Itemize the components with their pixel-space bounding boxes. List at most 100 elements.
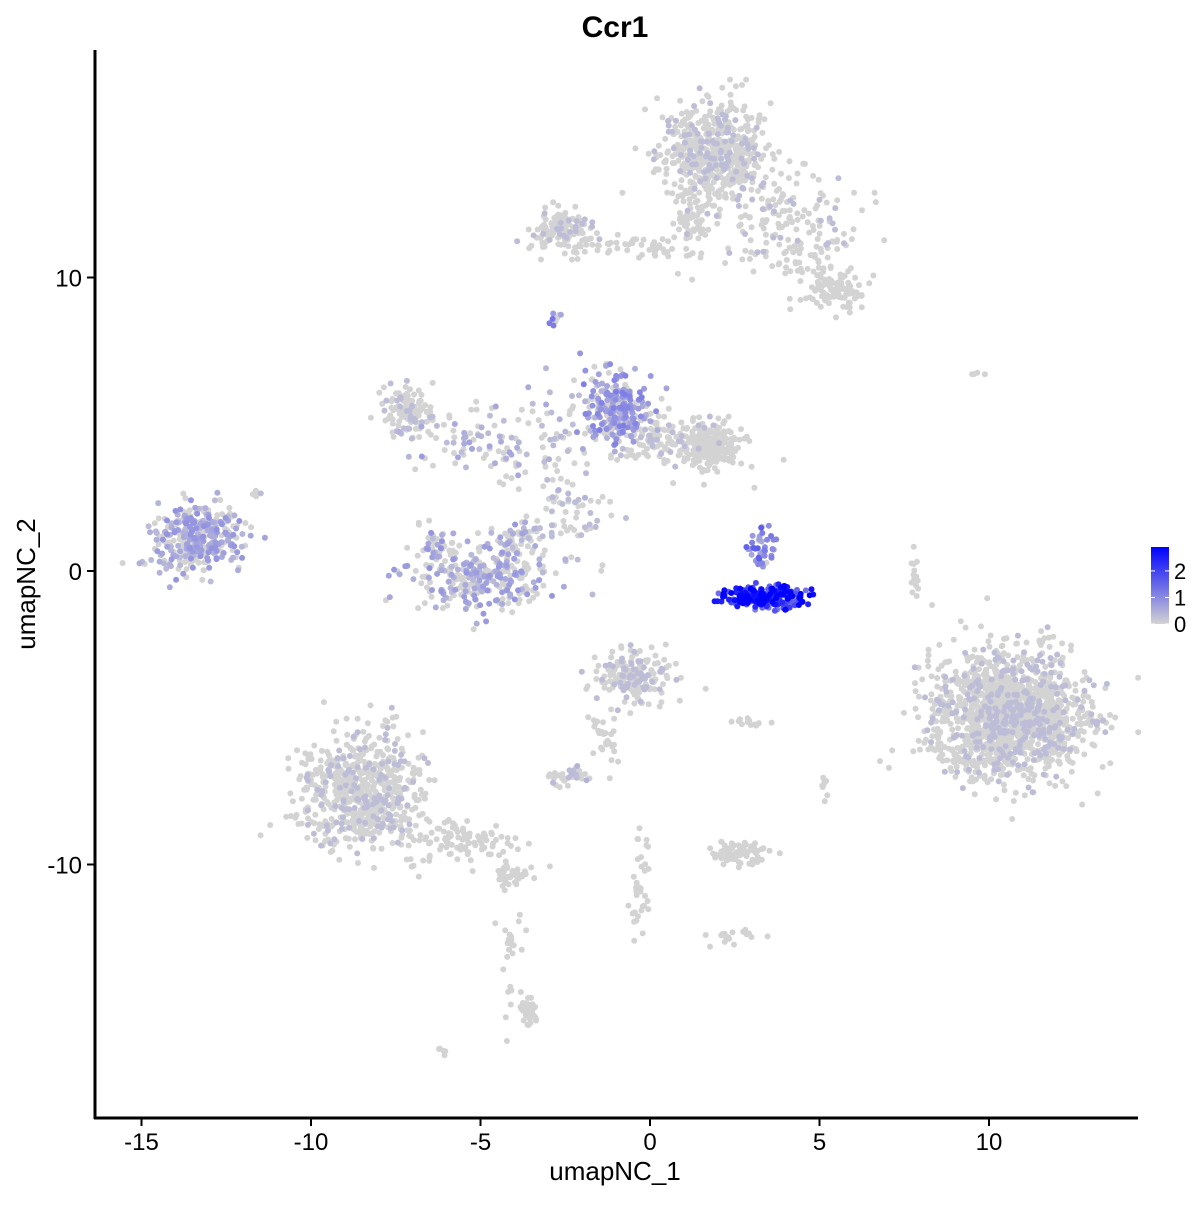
cell-point xyxy=(739,185,746,192)
cell-point xyxy=(497,539,504,546)
cell-point xyxy=(620,673,627,680)
cell-point xyxy=(731,856,738,862)
cell-point xyxy=(929,705,936,712)
cell-point xyxy=(987,698,994,705)
cell-point xyxy=(569,421,576,428)
cell-point xyxy=(310,830,317,837)
cell-point xyxy=(388,398,395,405)
cell-point xyxy=(540,230,547,237)
cell-point xyxy=(608,512,615,519)
cell-point xyxy=(794,247,801,254)
cell-point xyxy=(676,210,683,216)
cell-point xyxy=(916,746,923,753)
cell-point xyxy=(293,811,300,818)
cell-point xyxy=(1036,688,1043,695)
cell-point xyxy=(1034,668,1041,675)
cell-point xyxy=(710,445,717,452)
cell-point xyxy=(777,234,784,241)
cell-point xyxy=(661,427,668,434)
cell-point xyxy=(382,731,389,738)
cell-point xyxy=(957,695,964,702)
cell-point xyxy=(1035,727,1042,734)
cell-point xyxy=(596,236,603,243)
cell-point xyxy=(995,766,1001,773)
cell-point xyxy=(786,215,793,222)
cell-point xyxy=(730,132,737,139)
cell-point xyxy=(738,155,745,162)
cell-point xyxy=(725,245,732,252)
cell-point xyxy=(642,426,649,433)
cell-point xyxy=(549,232,555,239)
cell-point xyxy=(766,203,773,210)
cell-point xyxy=(746,438,753,444)
cell-point xyxy=(619,189,626,196)
cell-point xyxy=(528,994,534,1001)
cell-point xyxy=(691,438,698,445)
cell-point xyxy=(371,828,378,835)
cell-point xyxy=(182,495,189,502)
cell-point xyxy=(742,135,749,142)
cell-point xyxy=(691,139,698,146)
cell-point xyxy=(1094,718,1101,725)
cell-point xyxy=(911,567,918,574)
cell-point xyxy=(454,856,461,863)
cell-point xyxy=(219,511,226,518)
cell-point xyxy=(607,239,614,246)
cell-point xyxy=(1022,721,1029,727)
cell-point xyxy=(333,737,340,744)
cell-point xyxy=(401,785,408,792)
cell-point xyxy=(424,584,430,591)
cell-point xyxy=(925,663,932,670)
cell-point xyxy=(340,798,347,805)
cell-point xyxy=(591,654,598,661)
cell-point xyxy=(348,788,355,795)
cell-point xyxy=(998,673,1005,680)
cell-point xyxy=(319,771,326,778)
cell-point xyxy=(818,249,825,256)
cell-point xyxy=(496,852,503,859)
cell-point xyxy=(669,429,676,436)
cell-point xyxy=(414,552,421,559)
cell-point xyxy=(1017,662,1023,669)
cell-point xyxy=(595,662,602,669)
cell-point xyxy=(619,655,625,662)
cell-point xyxy=(403,390,410,397)
cell-point xyxy=(550,442,557,449)
cell-point xyxy=(925,652,932,659)
cell-point xyxy=(335,763,342,770)
cell-point xyxy=(452,460,459,467)
cell-point xyxy=(826,215,833,222)
cell-point xyxy=(959,719,966,726)
cell-point xyxy=(509,942,516,949)
cell-point xyxy=(416,837,423,844)
cell-point xyxy=(394,736,401,742)
cell-point xyxy=(1089,718,1096,725)
cell-point xyxy=(546,863,553,870)
cell-point xyxy=(395,422,402,429)
cell-point xyxy=(586,521,593,528)
cell-point xyxy=(695,235,702,242)
cell-point xyxy=(685,111,692,117)
cell-point xyxy=(297,773,304,780)
cell-point xyxy=(844,304,851,310)
cell-point xyxy=(427,431,434,438)
cell-point xyxy=(665,405,672,412)
cell-point xyxy=(1041,635,1048,642)
cell-point xyxy=(399,831,406,838)
cell-point xyxy=(1097,713,1104,720)
cell-point xyxy=(992,700,999,707)
cell-point xyxy=(481,844,488,851)
cell-point xyxy=(944,757,951,764)
cell-point xyxy=(987,713,994,719)
cell-point xyxy=(320,699,327,706)
cell-point xyxy=(642,106,648,113)
cell-point xyxy=(1047,655,1054,661)
cell-point xyxy=(999,642,1006,649)
cell-point xyxy=(726,250,733,256)
cell-point xyxy=(717,448,724,455)
cell-point xyxy=(324,827,331,834)
cell-point xyxy=(1028,704,1035,711)
cell-point xyxy=(640,442,646,449)
cell-point xyxy=(742,123,749,130)
cell-point xyxy=(422,402,429,409)
